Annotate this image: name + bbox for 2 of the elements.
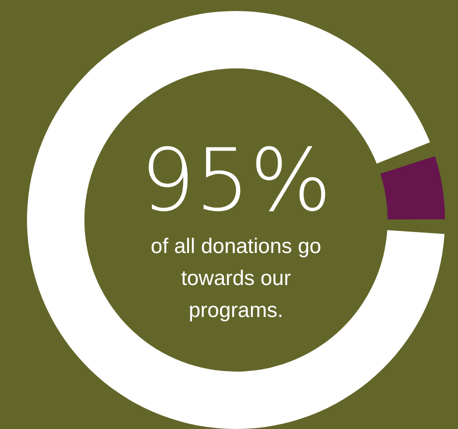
data-label: 95% <box>140 131 332 231</box>
text: of all donations go towards our programs. <box>150 234 322 324</box>
